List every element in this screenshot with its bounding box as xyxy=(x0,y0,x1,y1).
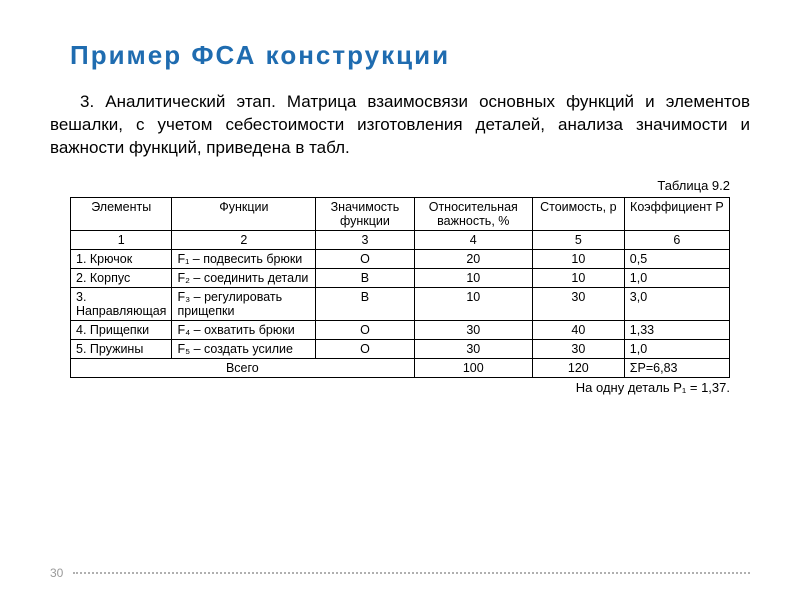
col-header: Элементы xyxy=(71,197,172,230)
col-number: 2 xyxy=(172,230,316,249)
table-cell: 4. Прищепки xyxy=(71,320,172,339)
table-cell: 40 xyxy=(532,320,624,339)
table-cell: 1. Крючок xyxy=(71,249,172,268)
table-cell: О xyxy=(316,249,414,268)
col-header: Стоимость, р xyxy=(532,197,624,230)
table-caption: Таблица 9.2 xyxy=(50,178,750,193)
table-cell: О xyxy=(316,320,414,339)
table-cell: 0,5 xyxy=(624,249,729,268)
table-cell: F₅ – создать усилие xyxy=(172,339,316,358)
matrix-table: Элементы Функции Значимость функции Отно… xyxy=(70,197,730,378)
table-cell: 10 xyxy=(532,249,624,268)
table-cell: 20 xyxy=(414,249,532,268)
table-cell: 10 xyxy=(414,268,532,287)
table-cell: 30 xyxy=(414,320,532,339)
page-title: Пример ФСА конструкции xyxy=(50,40,750,71)
table-cell: О xyxy=(316,339,414,358)
table-cell: F₃ – регулировать прищепки xyxy=(172,287,316,320)
table-cell: 5. Пружины xyxy=(71,339,172,358)
table-cell: F₄ – охватить брюки xyxy=(172,320,316,339)
footer-divider xyxy=(73,572,750,574)
table-row: 5. ПружиныF₅ – создать усилиеО30301,0 xyxy=(71,339,730,358)
table-cell: 10 xyxy=(414,287,532,320)
matrix-table-wrapper: Элементы Функции Значимость функции Отно… xyxy=(50,197,750,378)
table-cell: 1,33 xyxy=(624,320,729,339)
table-cell: 10 xyxy=(532,268,624,287)
col-header: Коэффициент Р xyxy=(624,197,729,230)
total-cell: ΣР=6,83 xyxy=(624,358,729,377)
table-cell: 3,0 xyxy=(624,287,729,320)
table-cell: В xyxy=(316,268,414,287)
table-row: 2. КорпусF₂ – соединить деталиВ10101,0 xyxy=(71,268,730,287)
slide-footer: 30 xyxy=(50,566,750,580)
col-header: Значимость функции xyxy=(316,197,414,230)
total-cell: 100 xyxy=(414,358,532,377)
table-row: 3. НаправляющаяF₃ – регулировать прищепк… xyxy=(71,287,730,320)
col-number: 4 xyxy=(414,230,532,249)
table-cell: В xyxy=(316,287,414,320)
table-cell: 30 xyxy=(414,339,532,358)
body-paragraph: 3. Аналитический этап. Матрица взаимосвя… xyxy=(50,91,750,160)
col-header: Относительная важность, % xyxy=(414,197,532,230)
table-row: 4. ПрищепкиF₄ – охватить брюкиО30401,33 xyxy=(71,320,730,339)
table-header-row: Элементы Функции Значимость функции Отно… xyxy=(71,197,730,230)
col-header: Функции xyxy=(172,197,316,230)
table-cell: 3. Направляющая xyxy=(71,287,172,320)
col-number: 6 xyxy=(624,230,729,249)
table-cell: 2. Корпус xyxy=(71,268,172,287)
table-cell: 30 xyxy=(532,339,624,358)
col-number: 1 xyxy=(71,230,172,249)
total-cell: 120 xyxy=(532,358,624,377)
table-number-row: 1 2 3 4 5 6 xyxy=(71,230,730,249)
col-number: 5 xyxy=(532,230,624,249)
page-number: 30 xyxy=(50,566,63,580)
table-cell: F₁ – подвесить брюки xyxy=(172,249,316,268)
table-cell: 1,0 xyxy=(624,268,729,287)
table-cell: F₂ – соединить детали xyxy=(172,268,316,287)
table-footer-note: На одну деталь Р₁ = 1,37. xyxy=(50,380,750,395)
table-cell: 30 xyxy=(532,287,624,320)
col-number: 3 xyxy=(316,230,414,249)
table-cell: 1,0 xyxy=(624,339,729,358)
total-label: Всего xyxy=(71,358,415,377)
table-total-row: Всего 100 120 ΣР=6,83 xyxy=(71,358,730,377)
table-row: 1. КрючокF₁ – подвесить брюкиО20100,5 xyxy=(71,249,730,268)
